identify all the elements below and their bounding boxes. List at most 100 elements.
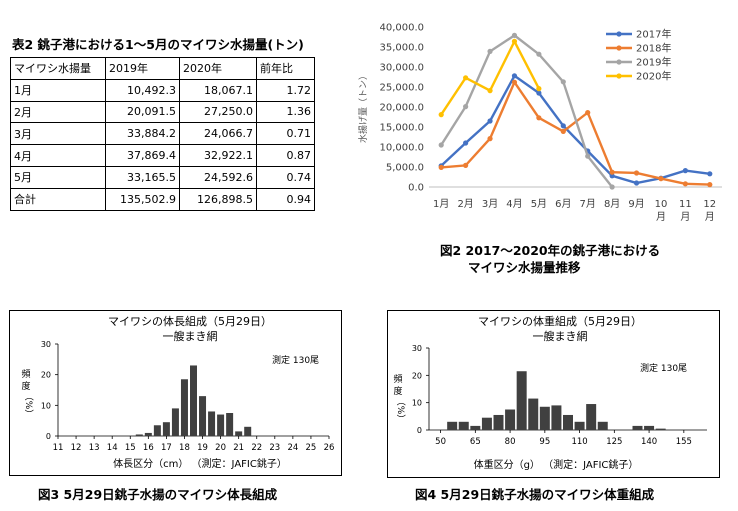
x-tick-label: 25 [306,443,317,453]
histogram-bar [153,425,161,436]
x-tick-label: 50 [435,437,446,447]
histogram-bar [217,414,225,436]
data-point [560,128,566,134]
data-point [463,162,469,168]
table-header-cell: マイワシ水揚量 [10,57,106,80]
y-tick-label: 25,000.0 [379,83,424,94]
data-point [682,181,688,187]
legend-marker [616,45,622,51]
y-axis-label: 頻 [393,373,402,385]
x-tick-label: 16 [143,443,154,453]
x-tick-label: 95 [539,437,550,447]
x-tick-label: 11 [53,443,64,453]
y-tick-label: 30,000.0 [379,63,424,74]
data-point [511,79,518,85]
data-point [536,86,542,92]
y-tick-label: 20 [41,371,51,380]
table-cell: 18,067.1 [179,78,257,102]
histogram-bar [539,406,550,430]
data-point [585,110,591,116]
x-tick-label: 8月 [604,198,620,210]
x-tick-label: 月 [680,211,690,223]
table-cell: 10,492.3 [105,78,180,102]
legend-marker [616,31,622,37]
table-cell: 32,922.1 [179,144,257,167]
y-tick-label: 0 [46,432,51,441]
x-tick-label: 80 [505,437,516,447]
histogram-bar [447,421,458,430]
y-tick-label: 10,000.0 [379,143,424,154]
histogram-bar [644,425,655,430]
table-cell: 0.74 [256,165,315,189]
table-row: 3月 33,884.2 24,066.7 0.71 [10,122,315,146]
histogram-bar [481,417,492,430]
data-point [585,153,591,159]
data-point [682,168,688,174]
table-cell: 2月 [10,100,106,124]
landings-line-chart: 0.0 5,000.0 10,000.0 15,000.0 20,000.0 25,000… [357,23,722,223]
data-point [487,88,493,94]
x-tick-label: 19 [197,443,208,453]
histogram-bar [199,396,207,436]
table-cell: 1.72 [256,78,315,102]
table-cell: 0.71 [256,122,315,146]
data-point [609,184,615,190]
x-tick-label: 21 [233,443,244,453]
x-tick-label: 125 [606,437,622,447]
histogram-bar [505,409,516,430]
y-tick-label: 10 [41,401,51,410]
data-point [536,90,542,96]
x-tick-label: 18 [179,443,190,453]
table2-title: 表2 銚子港における1～5月のマイワシ水揚量(トン) [12,37,304,52]
data-point [658,176,664,182]
x-tick-label: 月 [656,211,666,223]
fig4-x-axis-label: 体重区分（g） （測定：JAFIC銚子） [474,458,639,471]
table-cell: 135,502.9 [105,187,180,211]
table-row: 4月 37,869.4 32,922.1 0.87 [10,144,315,167]
x-tick-label: 13 [89,443,100,453]
x-tick-label: 12 [71,443,82,453]
x-tick-label: 12 [703,199,716,210]
data-point [463,75,469,81]
histogram-bar [563,414,573,430]
series-line [441,79,710,186]
legend-label: 2020年 [636,70,671,83]
data-point [463,140,469,146]
series-line [440,74,710,185]
y-axis-label: 水揚げ量（トン） [357,71,369,143]
data-point [536,115,542,121]
histogram-bar [516,371,527,430]
data-point [633,170,640,176]
x-tick-label: 23 [269,443,280,453]
x-tick-label: 4月 [506,198,522,210]
x-tick-label: 14 [107,443,118,453]
table-total-row: 合計 135,502.9 126,898.5 0.94 [10,187,315,211]
y-tick-label: 0 [417,426,422,435]
y-tick-label: 40,000.0 [379,23,424,34]
data-point [487,48,493,55]
data-point [463,104,469,110]
x-tick-label: 5月 [531,198,547,210]
fig4-frame [387,310,720,478]
table-cell: 1月 [10,78,106,102]
table-cell: 126,898.5 [179,187,257,211]
y-axis-label: 頻 [21,368,30,380]
legend-marker [616,73,622,79]
fig3-frame [9,310,342,476]
data-point [511,32,518,38]
fig3-subtitle: 一艘まき網 [163,329,218,343]
y-tick-label: 35,000.0 [379,43,424,54]
data-point [609,173,615,179]
fig3-title: マイワシの体長組成（5月29日） [108,314,272,328]
table-cell: 0.94 [256,187,315,211]
data-point [438,142,444,148]
y-axis-label: （%） [23,392,34,419]
fig2-caption-line2: マイワシ水揚量推移 [468,260,581,275]
y-tick-label: 0.0 [408,183,424,194]
table-row: 2月 20,091.5 27,250.0 1.36 [10,100,315,124]
histogram-bar [190,365,197,436]
data-point [707,171,713,177]
x-tick-label: 7月 [580,198,596,210]
legend-label: 2018年 [636,42,671,55]
table-cell: 24,592.6 [179,165,257,189]
